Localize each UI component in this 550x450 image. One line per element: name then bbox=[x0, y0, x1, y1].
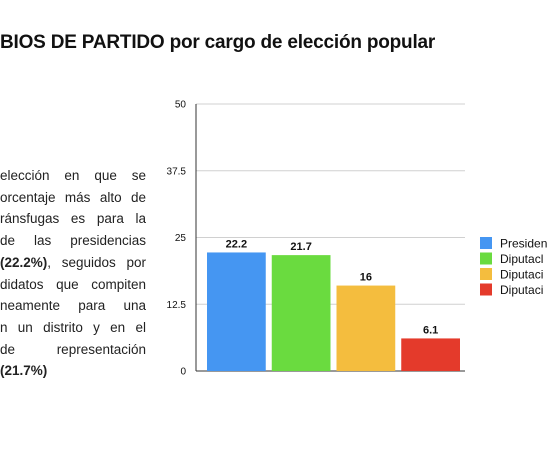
legend-label: Diputaci bbox=[500, 283, 543, 297]
legend-label: Diputaci bbox=[500, 268, 543, 282]
body-line: (22.2%), seguidos por bbox=[0, 252, 146, 274]
legend-label: Presiden bbox=[500, 237, 547, 251]
body-fragment: de representación bbox=[0, 341, 146, 357]
body-fragment: de las presidencias bbox=[0, 233, 146, 249]
body-line: de representación bbox=[0, 339, 146, 361]
bar bbox=[207, 252, 266, 371]
body-fragment: , seguidos por bbox=[47, 254, 146, 270]
data-label: 16 bbox=[360, 272, 372, 284]
body-line: de las presidencias bbox=[0, 230, 146, 252]
y-tick-label: 25 bbox=[175, 233, 187, 244]
data-label: 6.1 bbox=[423, 324, 438, 336]
y-tick-label: 37.5 bbox=[167, 166, 187, 177]
body-line: ránsfugas es para la bbox=[0, 208, 146, 230]
legend-swatch bbox=[480, 252, 492, 265]
slide-title: BIOS DE PARTIDO por cargo de elección po… bbox=[0, 32, 436, 53]
body-line: n un distrito y en el bbox=[0, 317, 146, 339]
bars bbox=[207, 252, 460, 371]
data-label: 22.2 bbox=[226, 238, 247, 250]
y-tick-label: 12.5 bbox=[167, 300, 187, 311]
y-tick-label: 50 bbox=[175, 100, 187, 111]
body-fragment: orcentaje más alto de bbox=[0, 189, 146, 205]
body-fragment: neamente para una bbox=[0, 298, 146, 314]
y-tick-labels: 0 12.5 25 37.5 50 bbox=[167, 100, 187, 378]
legend-swatch bbox=[480, 268, 492, 280]
bar bbox=[271, 255, 331, 371]
body-text: elección en que se orcentaje más alto de r… bbox=[0, 165, 146, 382]
body-fragment: elección en que se bbox=[0, 168, 146, 183]
body-line: (21.7%) bbox=[0, 360, 146, 382]
body-fragment: didatos que compiten bbox=[0, 276, 146, 292]
legend-swatch bbox=[480, 237, 492, 249]
bar bbox=[401, 338, 460, 371]
body-line: elección en que se bbox=[0, 165, 146, 187]
body-line: neamente para una bbox=[0, 295, 146, 317]
body-line: didatos que compiten bbox=[0, 274, 146, 296]
bar bbox=[336, 285, 396, 371]
data-labels: 22.2 21.7 16 6.1 bbox=[226, 238, 439, 336]
body-fragment: ránsfugas es para la bbox=[0, 211, 146, 227]
body-fragment: n un distrito y en el bbox=[0, 319, 146, 335]
y-tick-label: 0 bbox=[180, 367, 186, 378]
body-line: orcentaje más alto de bbox=[0, 187, 146, 209]
body-highlight: (21.7%) bbox=[0, 363, 48, 379]
legend-swatch bbox=[480, 283, 492, 296]
body-highlight: (22.2%) bbox=[0, 254, 48, 270]
legend-label: Diputacl bbox=[500, 252, 543, 266]
data-label: 21.7 bbox=[290, 241, 311, 253]
